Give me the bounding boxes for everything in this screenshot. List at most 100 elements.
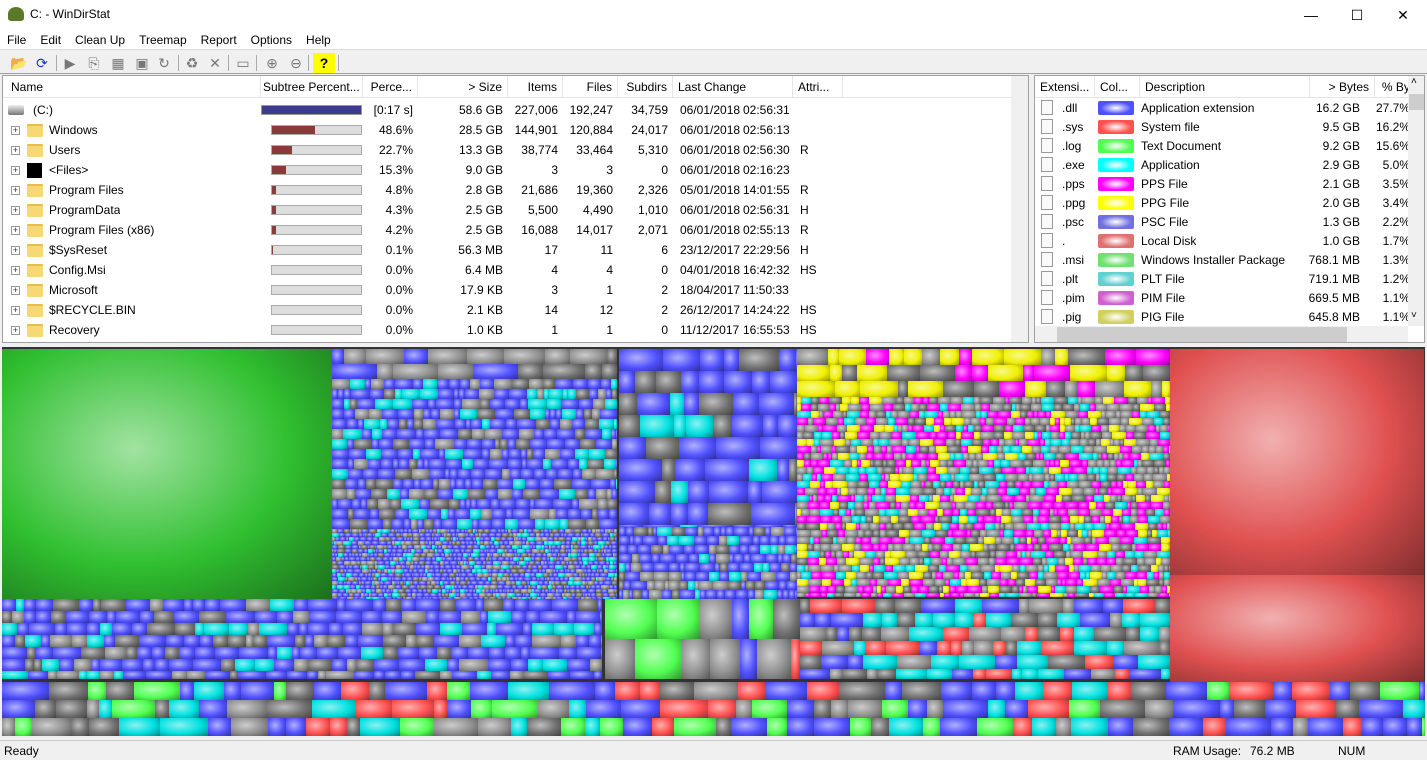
treemap-cell[interactable] <box>844 579 851 586</box>
treemap-cell[interactable] <box>1154 418 1163 425</box>
treemap-cell[interactable] <box>1107 446 1120 453</box>
treemap-cell[interactable] <box>456 581 460 585</box>
treemap-cell[interactable] <box>489 573 492 577</box>
ext-row[interactable]: .msi Windows Installer Package 768.1 MB 1.3… <box>1035 250 1424 269</box>
treemap-cell[interactable] <box>409 439 425 449</box>
treemap-cell[interactable] <box>1038 537 1046 544</box>
treemap-cell[interactable] <box>346 581 352 585</box>
treemap-cell[interactable] <box>397 537 404 541</box>
treemap-cell[interactable] <box>438 389 454 399</box>
treemap-cell[interactable] <box>860 411 869 418</box>
treemap-cell[interactable] <box>545 577 547 581</box>
treemap-cell[interactable] <box>530 509 549 519</box>
treemap-cell[interactable] <box>397 581 400 585</box>
treemap-cell[interactable] <box>544 561 548 565</box>
treemap-cell[interactable] <box>812 474 817 481</box>
treemap-cell[interactable] <box>863 613 882 627</box>
treemap-cell[interactable] <box>1102 572 1107 579</box>
treemap-cell[interactable] <box>586 541 588 545</box>
treemap-cell[interactable] <box>504 549 508 553</box>
treemap-cell[interactable] <box>619 525 643 527</box>
treemap-cell[interactable] <box>402 573 405 577</box>
treemap-cell[interactable] <box>404 519 411 529</box>
treemap-cell[interactable] <box>1039 509 1050 516</box>
treemap-cell[interactable] <box>1101 425 1109 432</box>
treemap-cell[interactable] <box>1071 446 1084 453</box>
treemap-cell[interactable] <box>1308 718 1343 736</box>
treemap-cell[interactable] <box>990 551 996 558</box>
treemap-cell[interactable] <box>456 533 458 537</box>
treemap-cell[interactable] <box>976 411 981 418</box>
treemap-cell[interactable] <box>688 481 709 503</box>
treemap-cell[interactable] <box>611 541 617 545</box>
treemap-cell[interactable] <box>450 561 458 565</box>
treemap-cell[interactable] <box>565 529 572 533</box>
treemap-cell[interactable] <box>505 519 518 529</box>
treemap-cell[interactable] <box>908 700 927 718</box>
treemap-cell[interactable] <box>808 558 819 565</box>
treemap-cell[interactable] <box>228 635 246 647</box>
treemap-cell[interactable] <box>786 536 797 545</box>
treemap-cell[interactable] <box>318 671 326 679</box>
treemap-cell[interactable] <box>569 561 573 565</box>
treemap-cell[interactable] <box>563 597 567 599</box>
treemap-cell[interactable] <box>989 558 995 565</box>
treemap-cell[interactable] <box>1011 509 1022 516</box>
treemap-cell[interactable] <box>571 553 577 557</box>
treemap-cell[interactable] <box>714 527 721 536</box>
treemap-cell[interactable] <box>1350 682 1380 700</box>
treemap-cell[interactable] <box>549 529 552 533</box>
treemap-cell[interactable] <box>1016 404 1020 411</box>
treemap-cell[interactable] <box>360 718 400 736</box>
treemap-cell[interactable] <box>460 581 467 585</box>
treemap-cell[interactable] <box>1148 516 1160 523</box>
treemap-cell[interactable] <box>101 599 126 611</box>
treemap-cell[interactable] <box>588 545 591 549</box>
treemap-cell[interactable] <box>1088 530 1092 537</box>
treemap-cell[interactable] <box>939 565 946 572</box>
treemap-cell[interactable] <box>889 718 923 736</box>
treemap-cell[interactable] <box>929 446 936 453</box>
treemap-cell[interactable] <box>1140 586 1149 593</box>
treemap-cell[interactable] <box>386 589 391 593</box>
treemap-cell[interactable] <box>746 581 755 590</box>
treemap-cell[interactable] <box>339 597 347 599</box>
treemap-cell[interactable] <box>1057 579 1062 586</box>
treemap-cell[interactable] <box>901 481 911 488</box>
treemap-cell[interactable] <box>511 529 519 533</box>
treemap-cell[interactable] <box>872 495 885 502</box>
treemap-cell[interactable] <box>516 581 521 585</box>
treemap-cell[interactable] <box>814 544 821 551</box>
treemap-cell[interactable] <box>447 529 450 533</box>
treemap-cell[interactable] <box>960 467 970 474</box>
treemap-cell[interactable] <box>187 671 205 679</box>
treemap-cell[interactable] <box>961 432 974 439</box>
treemap-cell[interactable] <box>578 537 581 541</box>
treemap-cell[interactable] <box>335 585 337 589</box>
treemap-cell[interactable] <box>1022 509 1033 516</box>
treemap-cell[interactable] <box>1167 586 1170 593</box>
treemap-cell[interactable] <box>1058 509 1068 516</box>
treemap-cell[interactable] <box>1071 537 1084 544</box>
treemap-cell[interactable] <box>911 481 921 488</box>
treemap-cell[interactable] <box>983 544 988 551</box>
treemap-cell[interactable] <box>1161 544 1169 551</box>
treemap-cell[interactable] <box>500 561 502 565</box>
treemap-cell[interactable] <box>525 573 530 577</box>
treemap-cell[interactable] <box>950 495 954 502</box>
treemap-cell[interactable] <box>270 599 294 611</box>
treemap-cell[interactable] <box>675 459 705 481</box>
treemap-cell[interactable] <box>1015 544 1027 551</box>
treemap-cell[interactable] <box>518 519 535 529</box>
treemap-cell[interactable] <box>354 439 372 449</box>
treemap-cell[interactable] <box>491 545 495 549</box>
treemap-cell[interactable] <box>370 545 375 549</box>
treemap-cell[interactable] <box>582 469 596 479</box>
treemap-cell[interactable] <box>483 561 486 565</box>
treemap-cell[interactable] <box>576 611 600 623</box>
treemap-cell[interactable] <box>345 545 352 549</box>
treemap-cell[interactable] <box>564 589 567 593</box>
treemap-cell[interactable] <box>332 577 338 581</box>
treemap-cell[interactable] <box>1082 460 1088 467</box>
treemap-cell[interactable] <box>619 572 625 581</box>
